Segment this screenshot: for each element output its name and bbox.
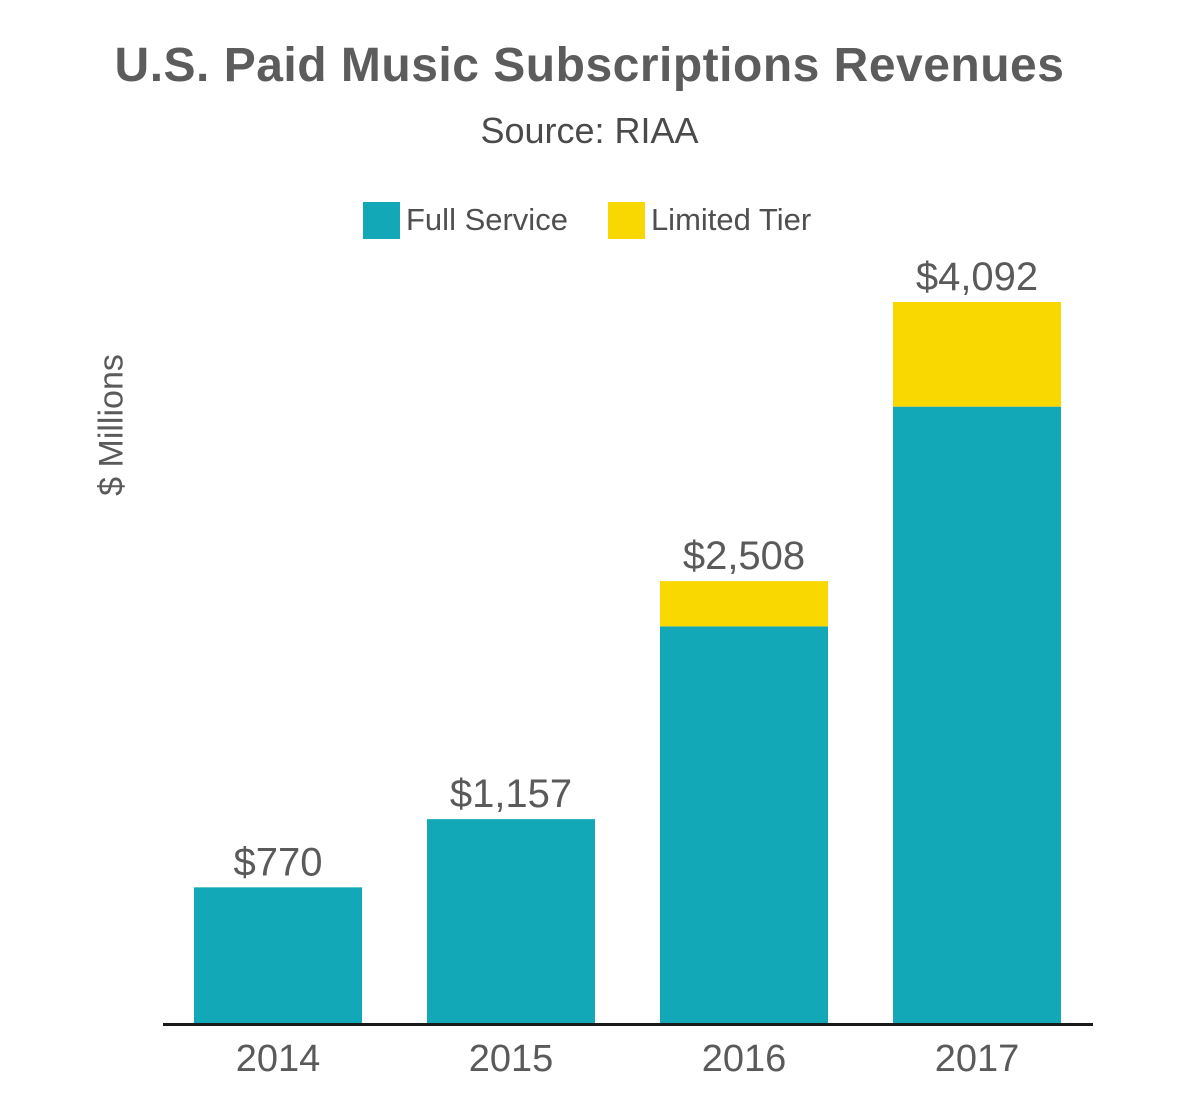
- bar-limited-tier-2016: [660, 581, 828, 627]
- legend-swatch-limited-tier: [607, 201, 645, 239]
- bar-full-service-2014: [194, 887, 362, 1023]
- legend: Full Service Limited Tier: [363, 200, 851, 240]
- data-label-2017: $4,092: [916, 255, 1038, 299]
- chart-title: U.S. Paid Music Subscriptions Revenues: [114, 39, 1065, 92]
- legend-item-full-service: Full Service: [363, 201, 568, 239]
- bar-full-service-2017: [893, 406, 1061, 1024]
- x-tick-label-2017: 2017: [935, 1038, 1020, 1080]
- x-tick-label-2016: 2016: [702, 1038, 787, 1080]
- data-label-2014: $770: [234, 840, 323, 884]
- legend-item-limited-tier: Limited Tier: [607, 201, 812, 239]
- bar-limited-tier-2017: [893, 302, 1061, 407]
- chart-subtitle: Source: RIAA: [480, 110, 699, 151]
- bar-full-service-2016: [660, 626, 828, 1023]
- x-tick-label-2015: 2015: [469, 1038, 554, 1080]
- legend-swatch-full-service: [363, 201, 400, 239]
- bar-full-service-2015: [427, 819, 595, 1023]
- legend-label-full-service: Full Service: [406, 202, 568, 237]
- data-label-2016: $2,508: [683, 534, 805, 578]
- data-label-2015: $1,157: [450, 772, 572, 816]
- x-tick-label-2014: 2014: [236, 1038, 321, 1080]
- legend-label-limited-tier: Limited Tier: [650, 202, 812, 237]
